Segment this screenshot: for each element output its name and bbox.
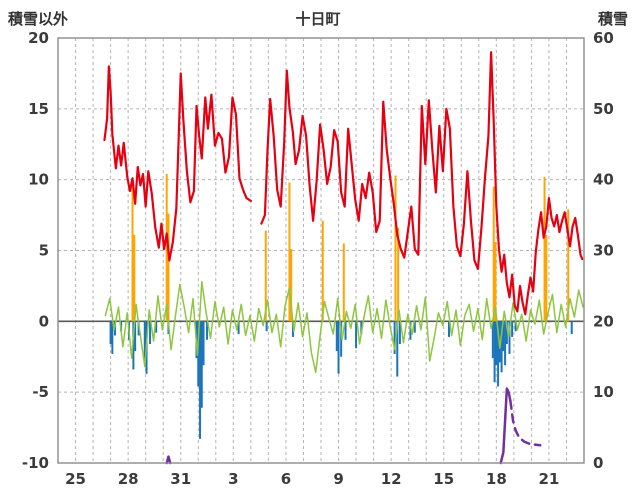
left-tick-label: 20 xyxy=(28,29,49,47)
left-axis-title: 積雪以外 xyxy=(8,10,69,28)
right-tick-label: 10 xyxy=(593,383,614,401)
right-tick-label: 60 xyxy=(593,29,614,47)
right-tick-label: 0 xyxy=(593,454,603,472)
x-tick-label: 18 xyxy=(486,470,507,488)
right-tick-label: 40 xyxy=(593,171,614,189)
x-tick-label: 9 xyxy=(333,470,343,488)
left-tick-label: 5 xyxy=(39,242,49,260)
x-tick-label: 21 xyxy=(538,470,559,488)
right-tick-label: 50 xyxy=(593,100,614,118)
left-tick-label: 0 xyxy=(39,312,49,330)
temperature-line xyxy=(103,65,252,262)
chart-title: 十日町 xyxy=(295,10,341,28)
x-tick-label: 15 xyxy=(433,470,454,488)
x-tick-label: 25 xyxy=(65,470,86,488)
left-tick-label: -10 xyxy=(22,454,49,472)
left-tick-label: -5 xyxy=(32,383,49,401)
right-tick-label: 20 xyxy=(593,312,614,330)
plot-border xyxy=(57,37,585,464)
x-tick-label: 31 xyxy=(170,470,191,488)
green-series-line xyxy=(104,280,584,374)
x-tick-label: 12 xyxy=(381,470,402,488)
right-tick-label: 30 xyxy=(593,242,614,260)
snow-depth-solid-line xyxy=(165,455,172,465)
left-tick-label: 15 xyxy=(28,100,49,118)
right-axis-title: 積雪 xyxy=(597,10,628,28)
snow-depth-solid-line xyxy=(499,387,512,465)
x-tick-label: 6 xyxy=(281,470,291,488)
left-tick-label: 10 xyxy=(28,171,49,189)
x-tick-label: 28 xyxy=(118,470,139,488)
x-tick-label: 3 xyxy=(228,470,238,488)
temperature-line xyxy=(260,51,584,316)
snow-depth-forecast-dashed-line xyxy=(509,399,542,447)
